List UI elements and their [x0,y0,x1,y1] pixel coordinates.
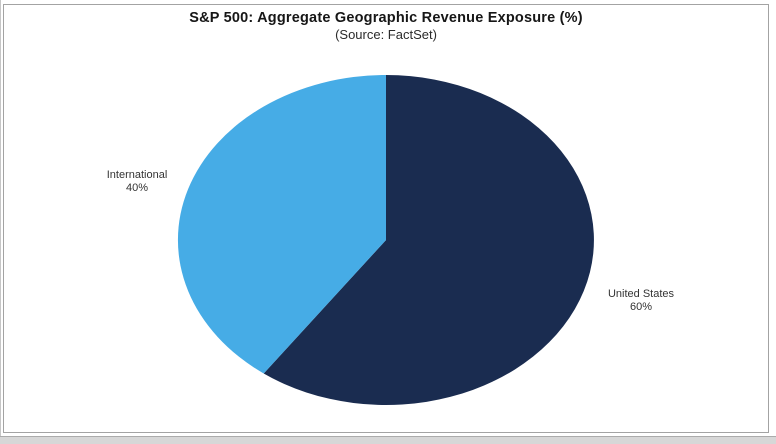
slice-label-united-states-name: United States [607,288,675,300]
chart-subtitle: (Source: FactSet) [335,27,437,42]
screenshot-bottom-edge [0,436,776,444]
pie-slice-international [177,75,386,374]
slice-label-international-pct: 40% [125,182,149,194]
slice-label-united-states-pct: 60% [629,301,653,313]
slice-label-international-name: International [106,169,168,181]
slice-label-united-states: United States 60% [608,288,674,314]
chart-title: S&P 500: Aggregate Geographic Revenue Ex… [189,10,583,26]
pie-slice-united-states [263,75,594,405]
slice-label-international: International 40% [107,169,168,195]
screenshot-left-edge [0,0,1,444]
